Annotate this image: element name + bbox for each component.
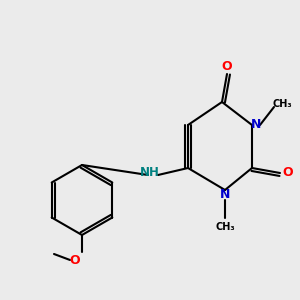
Text: O: O [70, 254, 80, 266]
Text: N: N [220, 188, 230, 202]
Text: N: N [251, 118, 261, 131]
Text: NH: NH [140, 166, 160, 178]
Text: O: O [222, 59, 232, 73]
Text: CH₃: CH₃ [272, 99, 292, 109]
Text: O: O [283, 167, 293, 179]
Text: CH₃: CH₃ [215, 222, 235, 232]
